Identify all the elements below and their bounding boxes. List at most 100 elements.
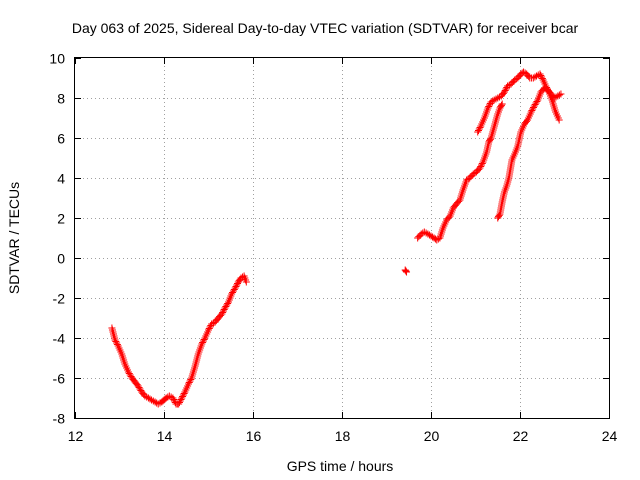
data-point — [113, 339, 121, 347]
x-tick-label: 20 — [424, 428, 440, 444]
data-point — [402, 267, 410, 275]
data-point — [529, 105, 537, 113]
data-points — [108, 68, 565, 408]
data-point — [178, 394, 186, 402]
data-point — [135, 384, 143, 391]
data-point — [492, 95, 500, 103]
data-point — [232, 283, 240, 290]
data-point — [233, 281, 241, 289]
x-tick-labels: 12 14 16 18 20 22 24 — [68, 428, 618, 444]
data-point — [175, 400, 183, 408]
data-point — [136, 385, 144, 393]
data-point — [230, 286, 238, 293]
data-point — [420, 228, 428, 236]
y-tick-label: 4 — [57, 171, 65, 187]
data-point — [475, 125, 483, 133]
data-point — [154, 400, 162, 408]
data-point — [498, 100, 506, 108]
data-point — [504, 82, 512, 90]
data-point — [532, 99, 540, 107]
data-point — [179, 391, 187, 399]
data-point — [221, 304, 229, 312]
data-point — [478, 161, 486, 169]
data-point — [229, 287, 237, 295]
data-point — [176, 397, 184, 405]
data-point — [222, 303, 230, 310]
data-point — [486, 135, 494, 143]
data-point — [219, 309, 227, 316]
data-point — [495, 211, 503, 219]
data-point — [180, 390, 188, 397]
y-tick-label: -8 — [53, 411, 66, 427]
data-point — [475, 127, 483, 134]
data-point — [538, 75, 546, 82]
data-point — [112, 338, 120, 345]
grid-lines — [75, 58, 609, 418]
data-point — [206, 323, 214, 331]
data-point — [478, 160, 486, 167]
data-point — [219, 307, 227, 315]
y-tick-label: 10 — [49, 51, 65, 67]
data-point — [126, 371, 134, 379]
data-point — [536, 70, 544, 78]
x-axis-label: GPS time / hours — [287, 458, 394, 474]
data-point — [242, 278, 250, 286]
data-point — [224, 300, 232, 307]
data-point — [208, 320, 216, 328]
data-point — [455, 197, 463, 205]
data-point — [177, 396, 185, 403]
x-tick-label: 12 — [68, 428, 84, 444]
data-point — [484, 104, 492, 112]
data-series — [414, 100, 506, 244]
data-point — [501, 87, 509, 94]
data-point — [141, 392, 149, 400]
data-point — [186, 377, 194, 385]
x-tick-label: 22 — [513, 428, 529, 444]
data-point — [205, 325, 213, 332]
data-point — [169, 394, 177, 402]
data-point — [199, 339, 207, 346]
data-point — [403, 268, 411, 276]
data-point — [198, 340, 206, 348]
x-tick-label: 16 — [246, 428, 262, 444]
data-point — [494, 94, 502, 102]
data-point — [228, 290, 236, 298]
y-tick-label: -4 — [53, 331, 66, 347]
data-point — [555, 91, 563, 99]
data-point — [537, 72, 545, 79]
data-point — [111, 336, 119, 344]
data-point — [550, 94, 558, 102]
y-tick-label: 6 — [57, 131, 65, 147]
y-axis-label: SDTVAR / TECUs — [6, 182, 22, 294]
data-series — [401, 266, 411, 276]
y-tick-label: 8 — [57, 91, 65, 107]
data-point — [148, 396, 156, 404]
data-point — [474, 128, 482, 136]
data-point — [220, 306, 228, 313]
data-point — [485, 103, 493, 110]
data-point — [477, 163, 485, 170]
data-point — [113, 341, 121, 348]
y-tick-label: 0 — [57, 251, 65, 267]
data-point — [476, 164, 484, 172]
data-point — [124, 368, 132, 376]
data-point — [531, 101, 539, 108]
data-point — [486, 101, 494, 109]
data-point — [200, 336, 208, 343]
data-point — [205, 326, 212, 334]
data-point — [557, 90, 565, 98]
data-point — [476, 124, 484, 131]
data-series — [494, 84, 565, 222]
x-tick-label: 24 — [602, 428, 618, 444]
data-point — [497, 101, 505, 109]
data-point — [502, 85, 510, 93]
data-point — [527, 108, 535, 116]
data-point — [223, 301, 231, 309]
data-point — [538, 73, 546, 81]
data-point — [179, 393, 187, 400]
axis-ticks — [75, 58, 610, 419]
chart-title: Day 063 of 2025, Sidereal Day-to-day VTE… — [72, 20, 579, 36]
data-series — [108, 272, 250, 408]
y-tick-label: -6 — [53, 371, 66, 387]
